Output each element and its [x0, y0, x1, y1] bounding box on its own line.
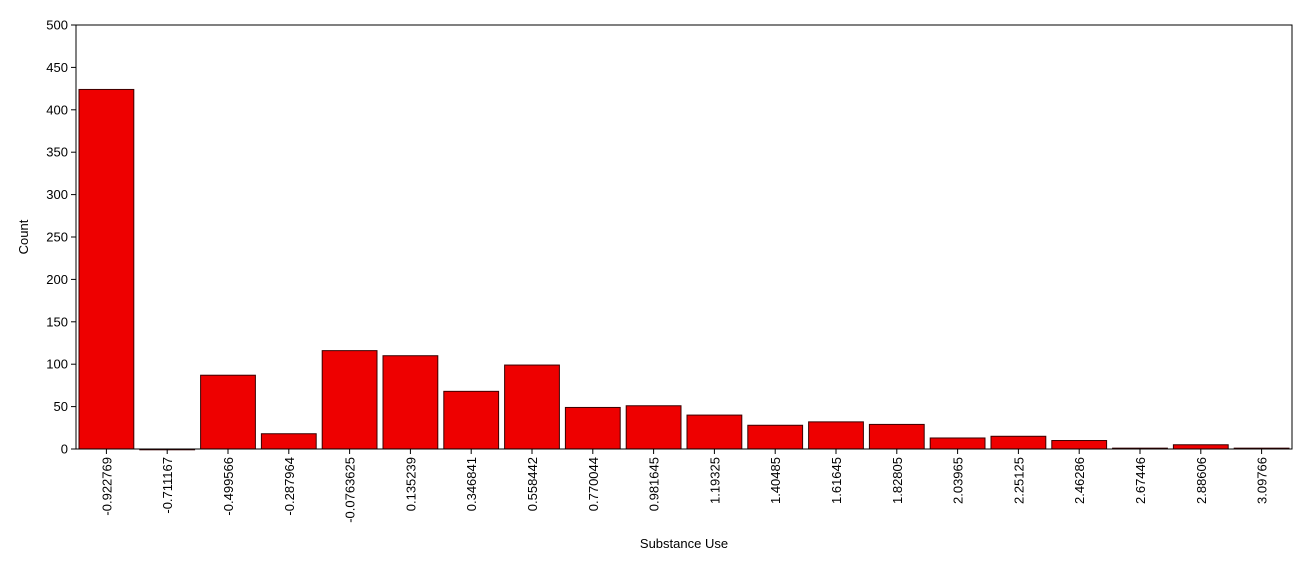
x-tick-label: -0.711167	[160, 457, 175, 514]
bar-16	[1051, 440, 1108, 450]
bar-9	[625, 405, 682, 450]
x-tick-label: 3.09766	[1255, 457, 1270, 504]
bar-2	[200, 374, 256, 450]
x-tick-label: -0.287964	[282, 457, 297, 516]
y-tick-label: 500	[46, 18, 68, 33]
bar-10	[686, 414, 743, 450]
y-tick-label: 250	[46, 230, 68, 245]
bar-18	[1172, 444, 1229, 450]
y-tick-label: 350	[46, 145, 68, 160]
x-tick-label: 0.346841	[464, 457, 479, 511]
x-tick-label: 2.03965	[951, 457, 966, 504]
bars-layer	[78, 88, 1290, 451]
bar-0	[78, 88, 135, 450]
y-tick-label: 450	[46, 60, 68, 75]
x-tick-label: 1.40485	[768, 457, 783, 504]
bar-8	[564, 406, 621, 450]
x-tick-label: 0.770044	[586, 457, 601, 511]
x-tick-label: -0.922769	[99, 457, 114, 516]
x-tick-label: 2.88606	[1194, 457, 1209, 504]
bar-7	[504, 364, 560, 450]
y-tick-label: 400	[46, 102, 68, 117]
x-tick-label: 1.61645	[829, 457, 844, 504]
x-tick-label: 0.558442	[525, 457, 540, 511]
x-axis-title: Substance Use	[640, 536, 728, 551]
x-tick-label: 1.19325	[707, 457, 722, 504]
x-tick-label: -0.499566	[221, 457, 236, 516]
bar-11	[747, 424, 804, 450]
y-tick-label: 100	[46, 357, 68, 372]
y-axis: 0 50 100 150 200 250 300 350 400 450 500	[46, 18, 76, 457]
bar-14	[929, 437, 986, 450]
x-tick-label: 0.981645	[647, 457, 662, 511]
y-tick-label: 300	[46, 187, 68, 202]
y-tick-label: 0	[61, 442, 68, 457]
bar-6	[443, 390, 500, 450]
y-tick-label: 200	[46, 272, 68, 287]
bar-3	[260, 433, 317, 450]
x-tick-label: 0.135239	[403, 457, 418, 511]
bar-12	[808, 421, 864, 450]
x-tick-label: 2.67446	[1133, 457, 1148, 504]
bar-13	[868, 423, 925, 450]
bar-4	[321, 350, 378, 450]
x-tick-label: 1.82805	[890, 457, 905, 504]
bar-5	[382, 355, 439, 450]
y-tick-label: 150	[46, 314, 68, 329]
x-tick-label: 2.25125	[1011, 457, 1026, 504]
y-tick-label: 50	[54, 399, 68, 414]
x-tick-label: -0.0763625	[343, 457, 358, 523]
x-axis: -0.922769 -0.711167 -0.499566 -0.287964 -0.0…	[99, 449, 1270, 523]
y-axis-title: Count	[16, 219, 31, 254]
x-tick-label: 2.46286	[1072, 457, 1087, 504]
bar-15	[990, 435, 1047, 450]
plot-frame	[75, 24, 1293, 450]
